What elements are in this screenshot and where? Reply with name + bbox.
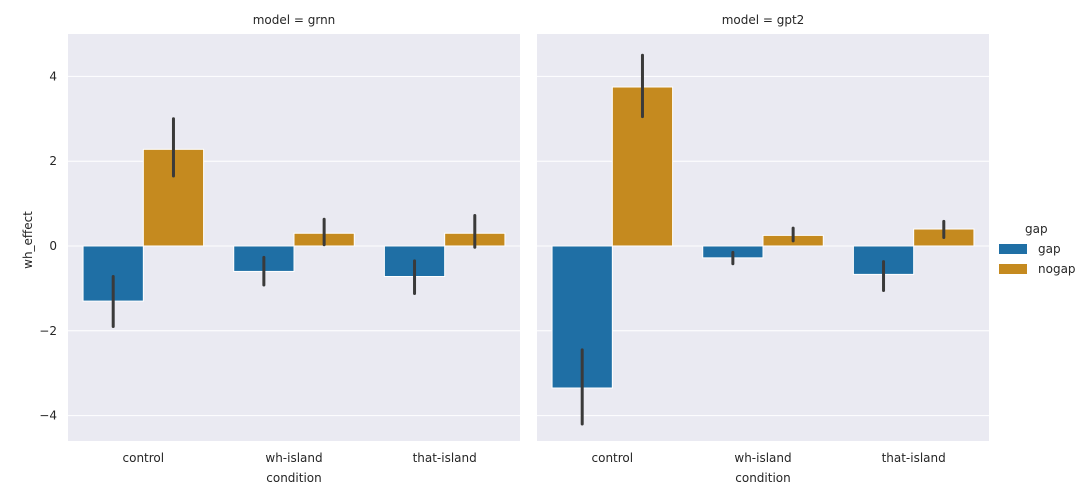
x-tick-label: that-island bbox=[882, 451, 946, 465]
panel-title: model = grnn bbox=[253, 13, 336, 27]
y-tick-label: 4 bbox=[49, 69, 57, 83]
legend-title: gap bbox=[1025, 222, 1048, 236]
legend-swatch-gap bbox=[999, 244, 1027, 254]
x-tick-label: wh-island bbox=[734, 451, 791, 465]
facet-panel: model = gpt2 control wh-island that-island c… bbox=[537, 13, 989, 485]
y-tick-label: 2 bbox=[49, 154, 57, 168]
y-tick-label: −4 bbox=[39, 409, 57, 423]
y-axis-label: wh_effect bbox=[21, 211, 35, 269]
x-axis-label: condition bbox=[266, 471, 321, 485]
panel-title: model = gpt2 bbox=[722, 13, 805, 27]
legend-label: gap bbox=[1038, 242, 1061, 256]
y-tick-label: −2 bbox=[39, 324, 57, 338]
x-tick-label: wh-island bbox=[265, 451, 322, 465]
panels-layer: model = grnn control wh-island that-island c… bbox=[68, 13, 989, 485]
x-axis-label: condition bbox=[735, 471, 790, 485]
x-tick-label: that-island bbox=[413, 451, 477, 465]
y-tick-label: 0 bbox=[49, 239, 57, 253]
legend-swatch-nogap bbox=[999, 264, 1027, 274]
x-tick-label: control bbox=[592, 451, 634, 465]
y-tick-labels: −4 −2 0 2 4 bbox=[39, 69, 57, 422]
legend: gap gap nogap bbox=[999, 222, 1076, 276]
legend-label: nogap bbox=[1038, 262, 1076, 276]
facet-panel: model = grnn control wh-island that-island c… bbox=[68, 13, 520, 485]
x-tick-label: control bbox=[123, 451, 165, 465]
